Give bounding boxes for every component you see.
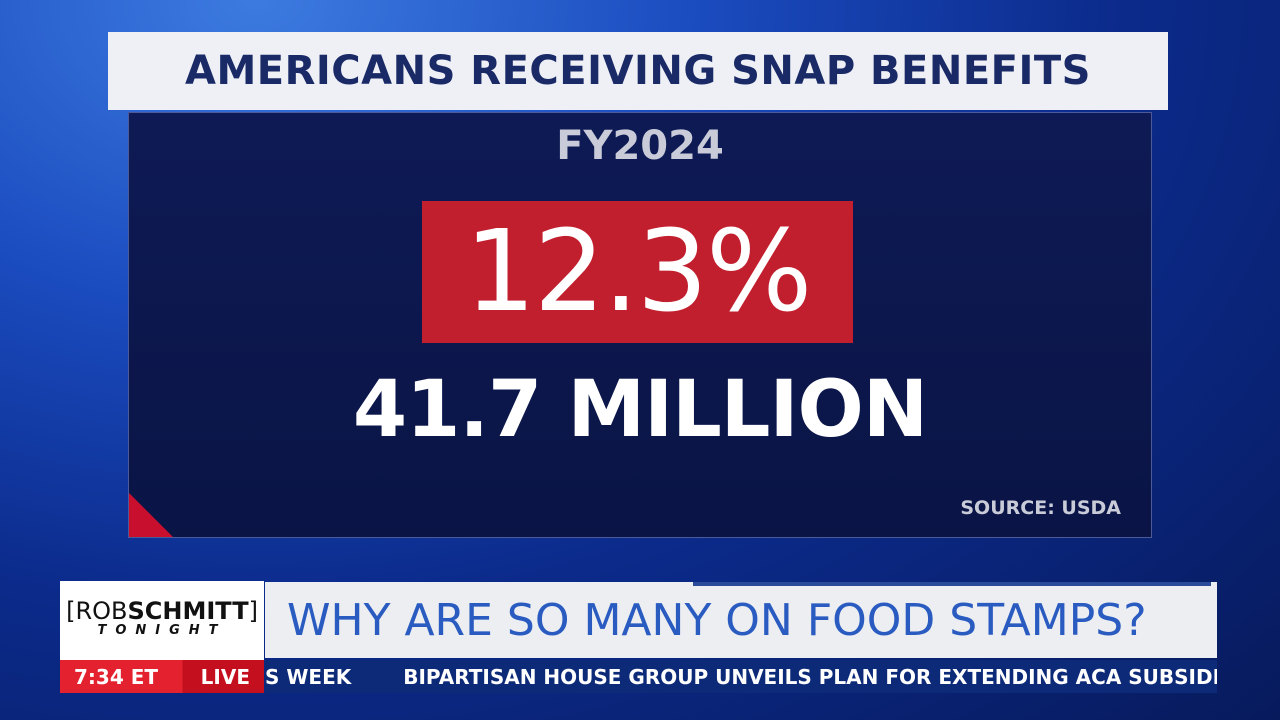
percent-value: 12.3% — [464, 207, 813, 337]
time-live-bar: 7:34 ET LIVE — [60, 660, 264, 693]
show-logo: [ROBSCHMITT] TONIGHT — [60, 581, 264, 660]
clock: 7:34 ET — [74, 664, 159, 689]
corner-accent — [129, 493, 173, 537]
news-ticker: S WEEK BIPARTISAN HOUSE GROUP UNVEILS PL… — [265, 660, 1217, 693]
headline: WHY ARE SO MANY ON FOOD STAMPS? — [287, 594, 1147, 646]
graphic-title: AMERICANS RECEIVING SNAP BENEFITS — [185, 48, 1091, 94]
ticker-item: S WEEK — [265, 664, 352, 689]
ticker-item: BIPARTISAN HOUSE GROUP UNVEILS PLAN FOR … — [403, 664, 1217, 689]
stat-panel: FY2024 12.3% 41.7 MILLION SOURCE: USDA — [128, 112, 1152, 538]
recipient-count: 41.7 MILLION — [352, 365, 928, 455]
source-label: SOURCE: USDA — [960, 497, 1121, 519]
graphic-title-bar: AMERICANS RECEIVING SNAP BENEFITS — [108, 32, 1168, 110]
live-badge: LIVE — [200, 664, 250, 689]
headline-bar: WHY ARE SO MANY ON FOOD STAMPS? — [265, 582, 1217, 658]
fiscal-year: FY2024 — [556, 123, 724, 169]
percent-box: 12.3% — [422, 201, 853, 343]
